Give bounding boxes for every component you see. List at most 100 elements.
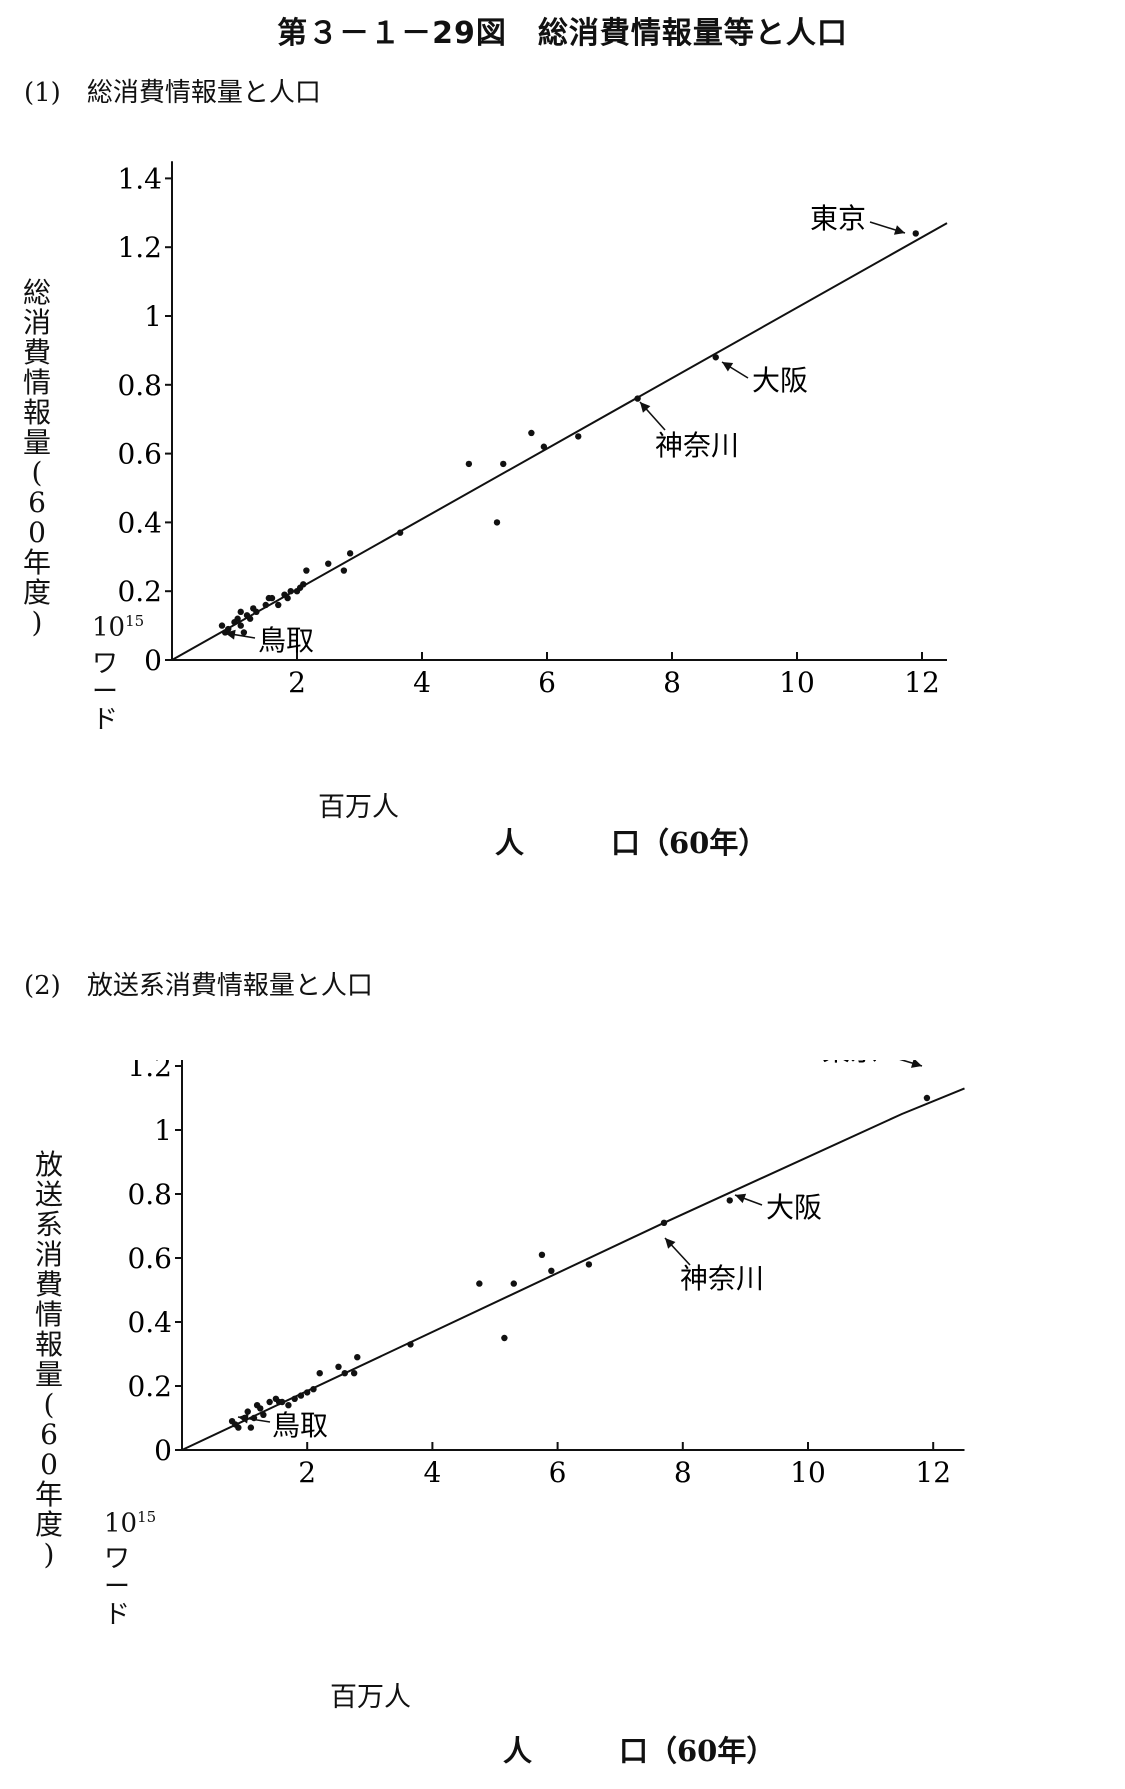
y-tick-label: 0.8 (127, 1178, 172, 1211)
annotation-arrowhead (893, 225, 905, 235)
chart2-y-unit-word: ワード (103, 1544, 130, 1630)
y-tick-label: 1.4 (117, 162, 162, 195)
data-point (528, 429, 535, 437)
data-point (275, 601, 282, 609)
data-point (247, 1424, 255, 1431)
data-point (278, 1398, 286, 1406)
data-point (493, 519, 501, 526)
data-point (262, 601, 269, 609)
data-point (585, 1261, 593, 1268)
data-point (300, 581, 307, 588)
data-point (316, 1370, 323, 1377)
x-tick-label: 2 (288, 666, 306, 699)
x-tick-label: 8 (663, 666, 681, 699)
annotation-arrowhead (722, 362, 734, 372)
data-point (548, 1267, 555, 1274)
x-tick-label: 2 (298, 1456, 316, 1489)
y-tick-label: 0.6 (127, 1242, 172, 1275)
regression-line (171, 222, 948, 661)
data-point (257, 1405, 264, 1412)
chart1-y-unit-word: ワード (91, 649, 118, 735)
y-tick-label: 1 (144, 300, 162, 333)
data-point (253, 608, 260, 616)
data-point (218, 622, 226, 629)
x-tick-label: 8 (674, 1456, 692, 1489)
data-point (712, 354, 719, 361)
chart2-y-axis-label: 放送系消費情報量(6 0 年度) (34, 1148, 63, 1571)
chart1-y-unit-exponent: 1015 (92, 612, 145, 643)
annotation-label: 大阪 (752, 364, 808, 397)
data-point (538, 1251, 546, 1258)
data-point (240, 629, 248, 636)
data-point (660, 1219, 668, 1226)
x-tick-label: 6 (549, 1456, 567, 1489)
data-point (303, 567, 310, 574)
data-point (260, 1411, 267, 1418)
data-point (225, 625, 232, 633)
data-point (634, 395, 641, 402)
data-point (354, 1354, 361, 1361)
data-point (268, 594, 276, 602)
data-point (340, 567, 348, 574)
chart1-x-unit: 百万人 (318, 792, 399, 823)
data-point (923, 1094, 931, 1102)
data-point (291, 1395, 298, 1402)
x-tick-label: 4 (413, 666, 431, 699)
y-tick-label: 0 (144, 644, 162, 677)
data-point (575, 433, 582, 440)
annotation-label: 神奈川 (655, 429, 739, 462)
y-tick-label: 0.2 (117, 575, 162, 608)
data-point (350, 1370, 358, 1377)
data-point (407, 1341, 414, 1348)
data-point (465, 460, 473, 468)
x-tick-label: 12 (915, 1456, 951, 1489)
annotation-arrowhead (640, 402, 651, 413)
data-point (310, 1386, 317, 1393)
data-point (237, 608, 244, 616)
chart2-x-unit: 百万人 (330, 1682, 411, 1713)
y-tick-label: 0.4 (127, 1306, 172, 1339)
data-point (325, 560, 332, 567)
y-tick-label: 0.2 (127, 1370, 172, 1403)
y-tick-label: 1.2 (127, 1060, 172, 1083)
chart2-subtitle: (2) 放送系消費情報量と人口 (24, 971, 373, 1001)
annotation-arrowhead (238, 1413, 249, 1424)
figure-title: 第３－１－29図 総消費情報量等と人口 (277, 16, 848, 51)
data-point (234, 615, 241, 622)
annotation-label: 大阪 (766, 1191, 822, 1224)
data-point (285, 1402, 292, 1409)
data-point (540, 443, 548, 450)
x-tick-label: 6 (538, 666, 556, 699)
data-point (341, 1370, 348, 1377)
annotation-arrowhead (735, 1193, 747, 1204)
x-tick-label: 12 (904, 666, 940, 699)
annotation-label: 東京 (822, 1060, 878, 1067)
data-point (266, 1398, 273, 1406)
data-point (501, 1334, 508, 1342)
data-point (284, 594, 291, 602)
y-tick-label: 0.4 (117, 506, 162, 539)
chart1-y-axis-label: 総消費情報量(6 0 年度) (22, 276, 51, 639)
data-point (912, 230, 919, 237)
annotation-arrowhead (910, 1060, 922, 1068)
y-tick-label: 1.2 (117, 231, 162, 264)
data-point (237, 622, 244, 629)
x-tick-label: 10 (779, 666, 815, 699)
y-tick-label: 0.6 (117, 438, 162, 471)
data-point (476, 1280, 483, 1287)
y-tick-label: 0.8 (117, 369, 162, 402)
annotation-label: 鳥取 (272, 1409, 328, 1442)
annotation-label: 東京 (810, 202, 866, 235)
regression-line (181, 1087, 965, 1451)
chart2-y-unit-exponent: 1015 (104, 1508, 157, 1539)
data-point (244, 1408, 251, 1415)
annotation-label: 神奈川 (680, 1262, 764, 1295)
data-point (510, 1280, 517, 1287)
data-point (346, 550, 354, 557)
annotation-arrowhead (665, 1238, 676, 1249)
data-point (297, 1392, 305, 1399)
data-point (500, 460, 507, 468)
y-tick-label: 0 (154, 1434, 172, 1467)
chart1-subtitle: (1) 総消費情報量と人口 (24, 78, 321, 108)
